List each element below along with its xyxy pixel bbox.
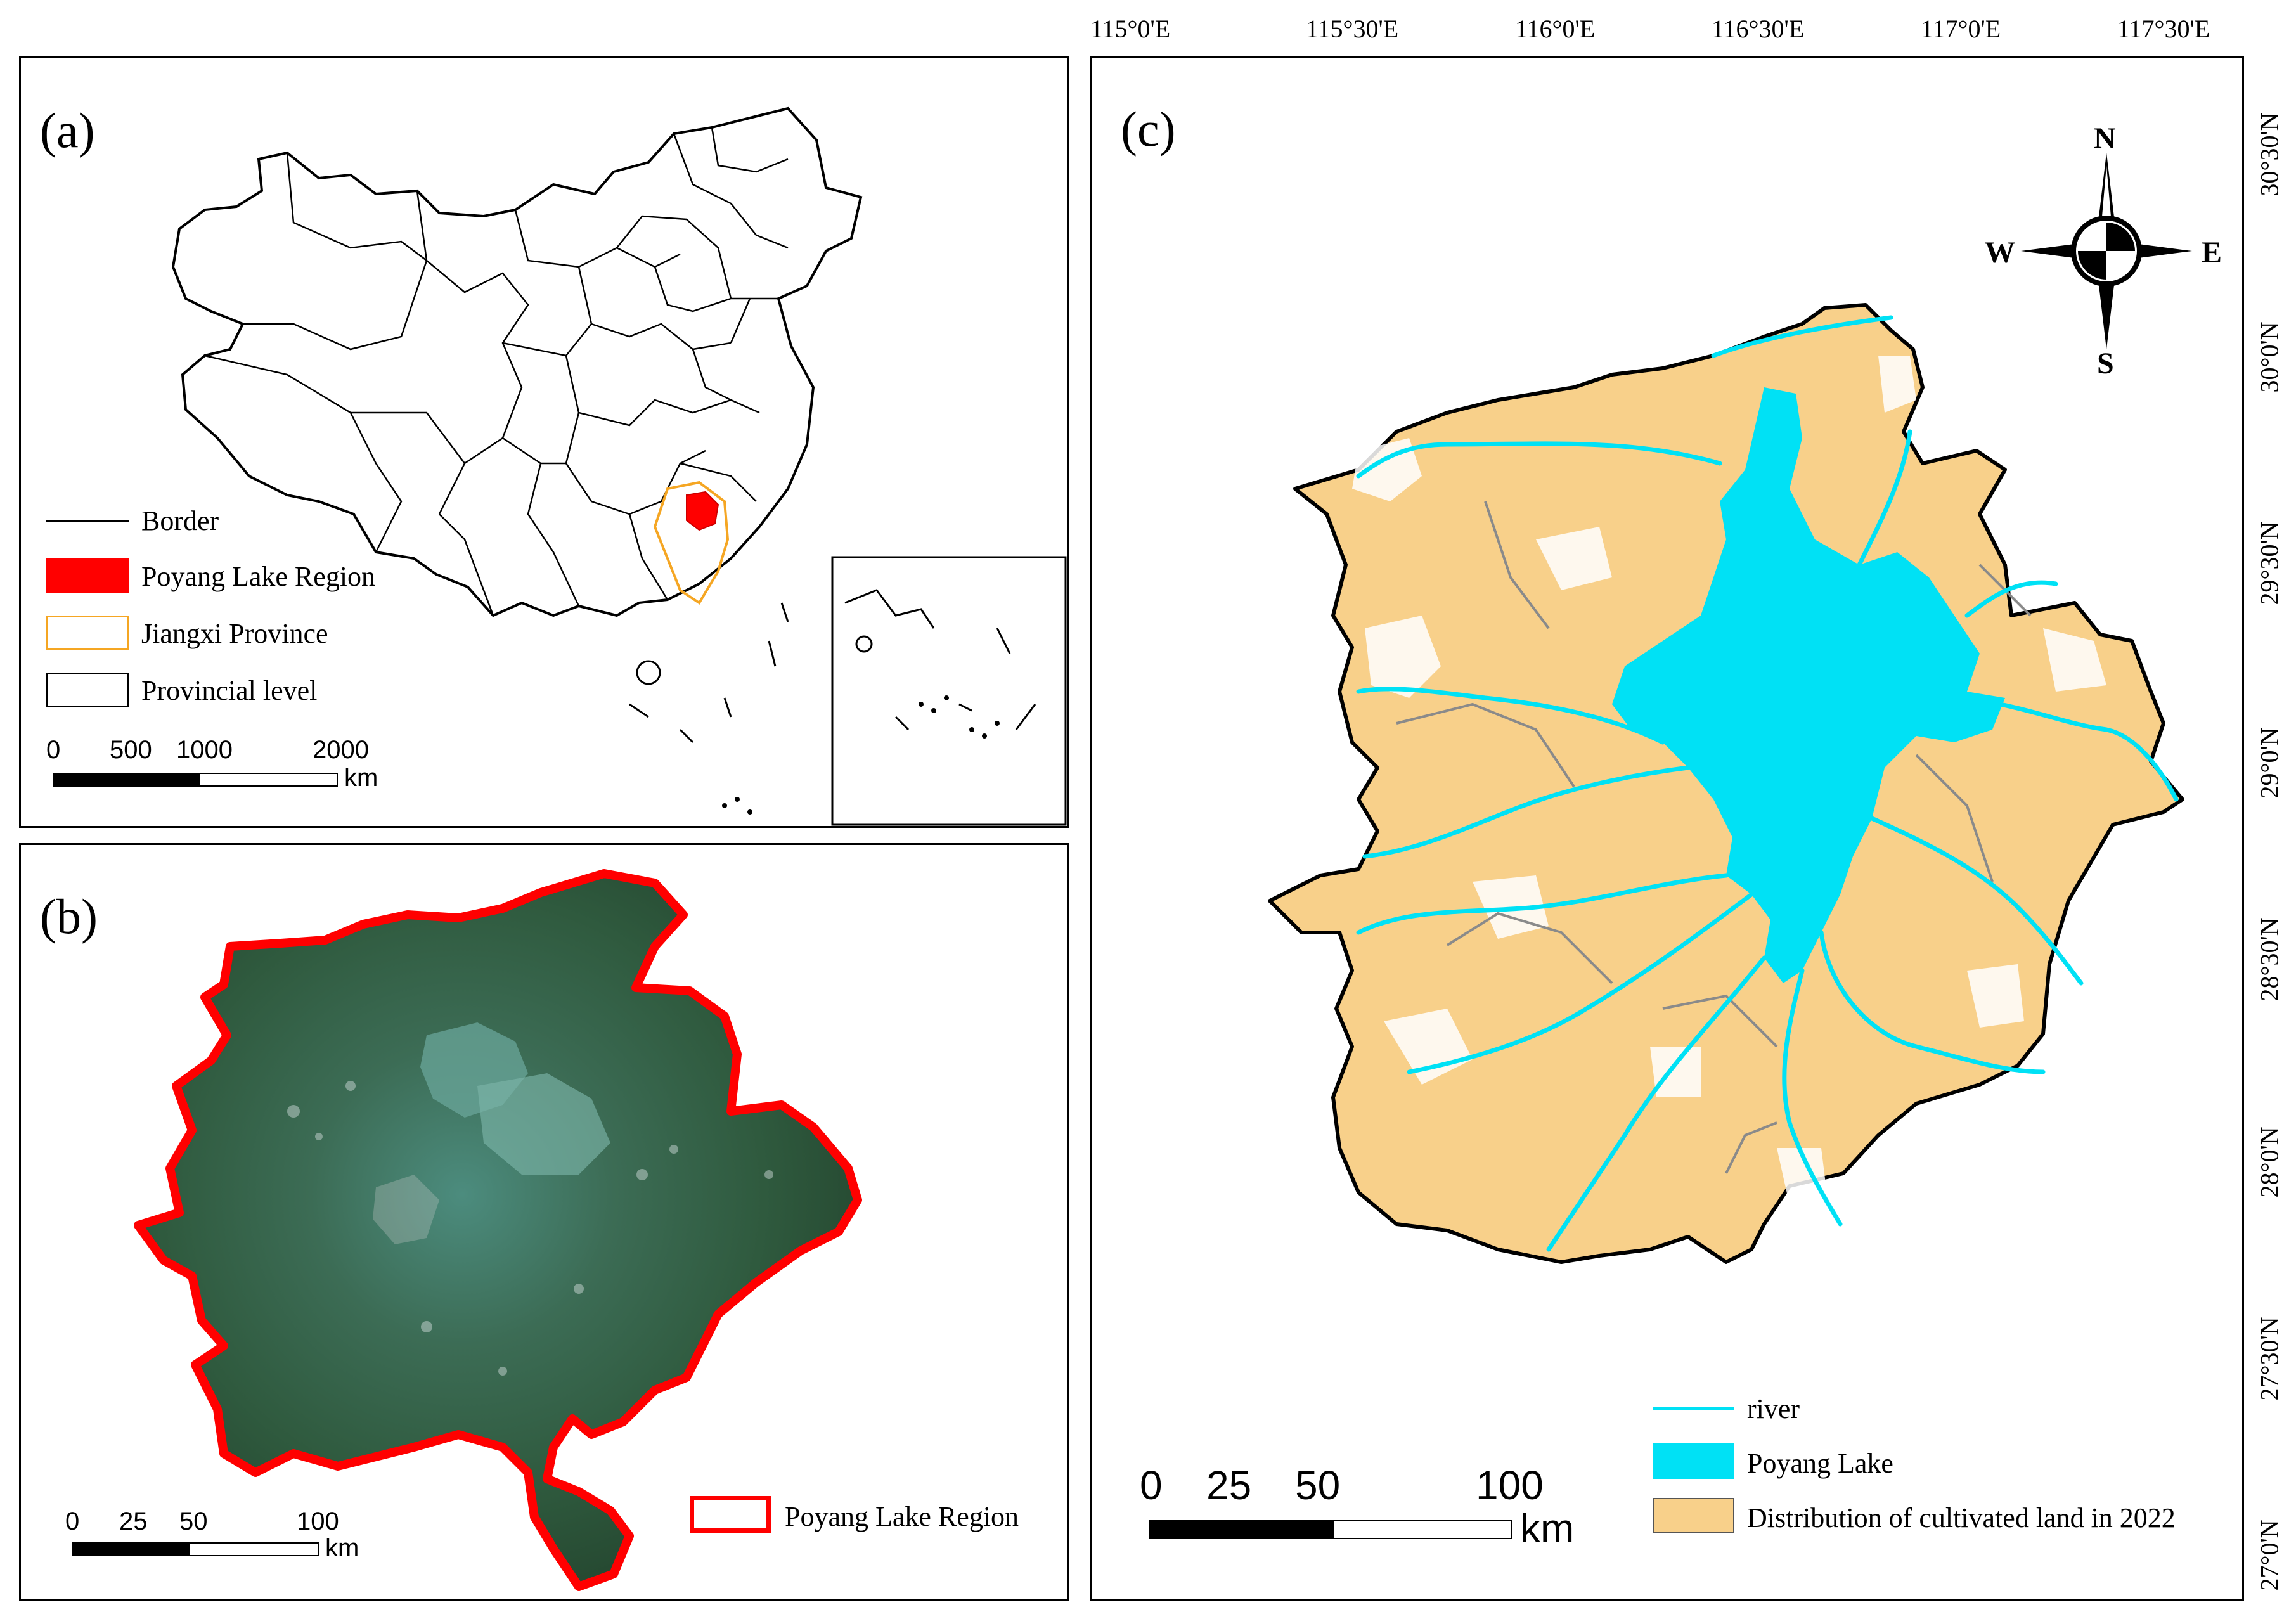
legend-c-label-river: river: [1747, 1393, 1800, 1424]
legend-a-item-provincial: Provincial level: [46, 669, 401, 707]
scale-b-tick-3: 100: [297, 1507, 339, 1535]
legend-a-label-jiangxi: Jiangxi Province: [141, 618, 328, 649]
legend-c-item-cultivated: Distribution of cultivated land in 2022: [1653, 1495, 2236, 1536]
panel-b-satellite-map: (b) 0 25 50 100 km Po: [19, 843, 1069, 1601]
legend-a-item-jiangxi: Jiangxi Province: [46, 612, 401, 650]
lon-tick-0: 115°0'E: [1090, 15, 1171, 43]
legend-c-label-cultivated: Distribution of cultivated land in 2022: [1747, 1502, 2176, 1533]
map-satellite-region: [134, 869, 862, 1591]
legend-line-symbol: [46, 520, 129, 522]
lat-tick-0: 30°30'N: [2255, 112, 2284, 197]
scale-b-unit: km: [325, 1534, 359, 1562]
legend-cyan-fill-symbol: [1653, 1443, 1734, 1479]
legend-red-fill-symbol: [46, 558, 129, 593]
legend-b: Poyang Lake Region: [690, 1493, 1070, 1544]
panel-c-cultivated-map: (c) N S W E: [1090, 56, 2244, 1601]
lon-tick-1: 115°30'E: [1306, 15, 1399, 43]
lat-tick-5: 28°0'N: [2255, 1126, 2284, 1198]
lon-tick-4: 117°0'E: [1921, 15, 2001, 43]
poyang-lake-shape: [1612, 387, 2005, 983]
compass-svg: [2021, 153, 2192, 349]
lat-tick-7: 27°0'N: [2255, 1519, 2284, 1591]
compass-e: E: [2202, 236, 2222, 269]
scale-b-bar-white: [189, 1542, 319, 1556]
china-border-shape: [171, 106, 863, 617]
panel-a-letter: (a): [40, 103, 95, 158]
compass-w: W: [1985, 236, 2015, 269]
scale-a-unit: km: [344, 764, 378, 792]
scale-c-tick-3: 100: [1476, 1462, 1544, 1508]
legend-black-outline-symbol: [46, 673, 129, 707]
scale-a-tick-0: 0: [46, 736, 61, 764]
scale-c-tick-1: 25: [1206, 1462, 1252, 1508]
legend-a-label-provincial: Provincial level: [141, 675, 318, 706]
lat-tick-labels: 30°30'N 30°0'N 29°30'N 29°0'N 28°30'N 28…: [2244, 51, 2296, 1616]
scale-bar-a: 0 500 1000 2000 km: [46, 736, 427, 806]
poyang-region-shape: [686, 491, 719, 531]
legend-red-outline-symbol: [690, 1496, 771, 1533]
legend-orange-outline-symbol: [46, 616, 129, 650]
lon-tick-labels: 115°0'E 115°30'E 116°0'E 116°30'E 117°0'…: [1090, 0, 2244, 51]
scale-b-tick-2: 50: [179, 1507, 208, 1535]
lat-tick-3: 29°0'N: [2255, 727, 2284, 799]
legend-c-label-lake: Poyang Lake: [1747, 1448, 1893, 1479]
panel-b-letter: (b): [40, 889, 98, 944]
lon-tick-2: 116°0'E: [1515, 15, 1596, 43]
scale-b-bar-black: [72, 1542, 189, 1556]
scale-c-tick-0: 0: [1140, 1462, 1163, 1508]
legend-c-item-river: river: [1653, 1389, 2236, 1427]
legend-c: river Poyang Lake Distribution of cultiv…: [1653, 1389, 2236, 1579]
lat-tick-1: 30°0'N: [2255, 321, 2284, 393]
legend-a-item-border: Border: [46, 501, 401, 539]
legend-c-item-lake: Poyang Lake: [1653, 1441, 2236, 1481]
scale-a-bar-black: [53, 773, 198, 787]
scale-bar-c: 0 25 50 100 km: [1140, 1462, 1583, 1563]
region-satellite-shape: [134, 869, 862, 1591]
islands: [629, 602, 789, 744]
legend-a-label-border: Border: [141, 505, 219, 536]
legend-a-label-region: Poyang Lake Region: [141, 561, 376, 592]
scale-c-unit: km: [1520, 1506, 1575, 1551]
lat-tick-2: 29°30'N: [2255, 521, 2284, 605]
scale-b-tick-1: 25: [119, 1507, 148, 1535]
scale-b-tick-0: 0: [65, 1507, 80, 1535]
legend-b-label-region: Poyang Lake Region: [785, 1501, 1019, 1532]
compass-rose-icon: N S W E: [1985, 121, 2222, 387]
legend-tan-fill-symbol: [1653, 1498, 1734, 1533]
lon-tick-5: 117°30'E: [2117, 15, 2210, 43]
scale-c-tick-2: 50: [1295, 1462, 1341, 1508]
scale-a-tick-2: 1000: [176, 736, 233, 764]
compass-n: N: [2094, 122, 2116, 155]
lat-tick-6: 27°30'N: [2255, 1317, 2284, 1401]
south-china-sea-inset: [831, 556, 1067, 826]
lat-tick-4: 28°30'N: [2255, 917, 2284, 1002]
scale-c-bar-white: [1333, 1520, 1512, 1539]
map-cultivated-land: [1268, 303, 2184, 1264]
scale-a-tick-1: 500: [110, 736, 152, 764]
panel-c-letter: (c): [1121, 101, 1176, 157]
scale-c-bar-black: [1149, 1520, 1333, 1539]
scale-bar-b: 0 25 50 100 km: [46, 1507, 401, 1571]
jiangxi-province-shape: [653, 481, 730, 605]
panel-a-china-map: (a): [19, 56, 1069, 828]
map-china-outline: [171, 106, 1067, 826]
province-lines: [204, 127, 789, 616]
county-boundaries: [1396, 501, 2032, 1174]
rivers: [1356, 315, 2179, 1252]
scale-a-bar-white: [198, 773, 338, 787]
legend-cyan-line-symbol: [1653, 1407, 1734, 1410]
scale-a-tick-3: 2000: [313, 736, 369, 764]
lon-tick-3: 116°30'E: [1712, 15, 1805, 43]
compass-s: S: [2097, 347, 2114, 380]
legend-a-item-region: Poyang Lake Region: [46, 555, 401, 593]
